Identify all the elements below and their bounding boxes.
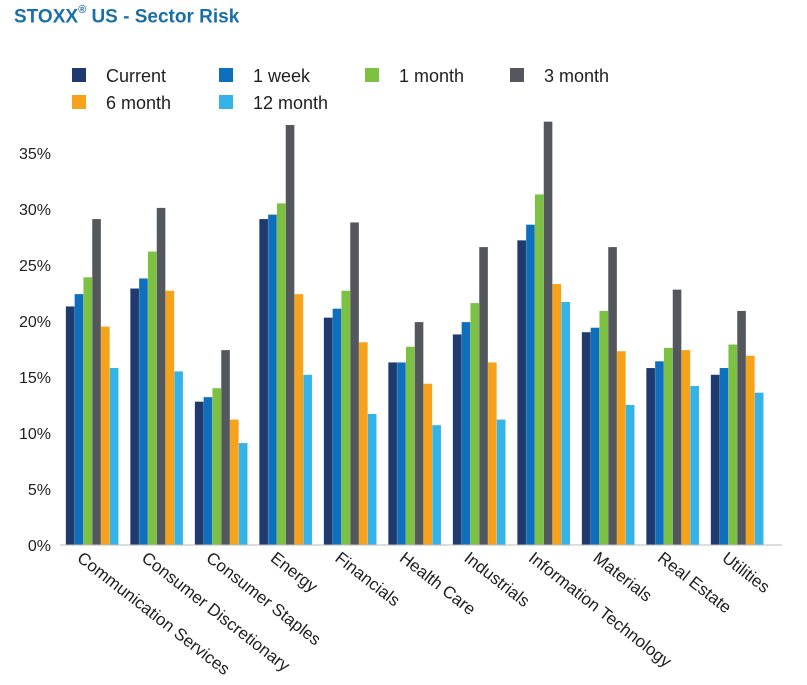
legend-swatch-current (72, 68, 86, 82)
bar-utilities-1-month (728, 344, 738, 545)
bar-information-technology-1-week (526, 224, 535, 545)
bar-consumer-staples-current (194, 401, 204, 545)
bar-utilities-6-month (746, 355, 755, 545)
bar-financials-12-month (367, 413, 377, 545)
bar-financials-1-week (332, 308, 342, 545)
bar-communication-services-1-week (74, 294, 84, 545)
bar-health-care-1-month (405, 346, 415, 545)
bar-utilities-current (710, 374, 720, 545)
bar-information-technology-6-month (552, 284, 562, 545)
bar-consumer-discretionary-1-month (147, 251, 157, 545)
bar-real-estate-3-month (672, 289, 682, 545)
bar-energy-6-month (294, 294, 304, 545)
y-tick-label: 20% (19, 314, 51, 331)
bar-health-care-1-week (397, 362, 406, 545)
bar-communication-services-current (65, 306, 75, 545)
bar-consumer-staples-3-month (221, 350, 230, 545)
y-tick-label: 35% (19, 146, 51, 163)
bar-communication-services-12-month (109, 368, 119, 545)
bar-energy-12-month (303, 374, 312, 545)
bar-consumer-discretionary-6-month (165, 290, 175, 545)
bar-utilities-1-week (719, 368, 729, 545)
registered-mark: ® (78, 4, 87, 16)
bar-energy-1-week (268, 214, 277, 545)
bar-information-technology-current (517, 240, 526, 546)
bar-real-estate-6-month (681, 350, 691, 545)
bar-consumer-discretionary-12-month (174, 371, 183, 545)
bar-industrials-1-month (470, 303, 480, 545)
bar-information-technology-3-month (543, 121, 553, 545)
bar-communication-services-1-month (83, 277, 93, 545)
legend-label-3-month: 3 month (544, 66, 609, 86)
legend-label-1-month: 1 month (399, 66, 464, 86)
bar-materials-3-month (608, 247, 617, 545)
bar-health-care-12-month (432, 425, 441, 545)
y-tick-label: 10% (19, 426, 51, 443)
bar-industrials-12-month (496, 419, 506, 545)
bar-consumer-staples-6-month (230, 419, 239, 545)
bar-energy-3-month (285, 125, 295, 545)
legend-label-current: Current (106, 66, 166, 86)
bar-consumer-discretionary-1-week (139, 278, 148, 545)
legend-swatch-1-month (365, 68, 379, 82)
x-tick-label-consumer-staples: Consumer Staples (203, 548, 325, 649)
bar-financials-6-month (359, 342, 368, 545)
bar-consumer-discretionary-current (130, 288, 139, 545)
bar-consumer-discretionary-3-month (156, 207, 166, 545)
legend-swatch-3-month (510, 68, 524, 82)
bar-financials-1-month (341, 290, 351, 545)
bar-materials-12-month (625, 405, 635, 545)
y-tick-label: 15% (19, 370, 51, 387)
legend-swatch-1-week (219, 68, 233, 82)
bar-information-technology-12-month (561, 301, 570, 545)
bar-industrials-3-month (479, 247, 488, 545)
chart-title-brand: STOXX (14, 6, 79, 28)
bar-real-estate-1-week (655, 361, 664, 545)
legend-swatch-12-month (219, 95, 233, 109)
y-tick-label: 5% (28, 482, 51, 499)
legend-label-6-month: 6 month (106, 93, 171, 113)
chart-legend: Current 1 week 1 month 3 month 6 month 12 mon… (72, 66, 609, 113)
y-tick-label: 25% (19, 258, 51, 275)
bar-materials-6-month (617, 351, 626, 545)
legend-label-12-month: 12 month (253, 93, 328, 113)
bar-communication-services-6-month (101, 326, 110, 545)
bar-health-care-current (388, 362, 397, 545)
bar-information-technology-1-month (534, 194, 544, 545)
bar-energy-1-month (276, 203, 286, 545)
x-tick-label-financials: Financials (332, 548, 404, 610)
bar-consumer-staples-12-month (238, 443, 248, 545)
bar-series-group (65, 121, 764, 546)
bar-industrials-1-week (461, 322, 471, 545)
bar-real-estate-12-month (690, 385, 699, 545)
bar-industrials-6-month (488, 362, 497, 545)
bar-health-care-6-month (423, 383, 433, 545)
bar-materials-1-week (590, 327, 600, 545)
x-tick-label-energy: Energy (267, 548, 322, 596)
legend-swatch-6-month (72, 95, 86, 109)
bar-real-estate-1-month (663, 347, 673, 545)
bar-materials-1-month (599, 310, 609, 545)
bar-energy-current (259, 219, 268, 545)
bar-consumer-staples-1-month (212, 388, 222, 545)
bar-materials-current (581, 332, 591, 545)
bar-utilities-3-month (737, 310, 746, 545)
bar-industrials-current (452, 334, 462, 545)
bar-financials-3-month (350, 222, 359, 545)
x-tick-label-utilities: Utilities (719, 548, 774, 597)
bar-consumer-staples-1-week (203, 397, 213, 545)
legend-label-1-week: 1 week (253, 66, 311, 86)
bar-health-care-3-month (414, 322, 424, 545)
bar-real-estate-current (646, 368, 655, 545)
y-axis: 0% 5% 10% 15% 20% 25% 30% 35% (19, 146, 51, 555)
bar-communication-services-3-month (92, 219, 101, 545)
y-tick-label: 0% (28, 538, 51, 555)
bar-utilities-12-month (754, 392, 764, 545)
bar-financials-current (323, 317, 333, 545)
chart-title-rest: US - Sector Risk (86, 6, 240, 28)
chart-title: STOXX® US - Sector Risk (14, 4, 240, 28)
y-tick-label: 30% (19, 202, 51, 219)
